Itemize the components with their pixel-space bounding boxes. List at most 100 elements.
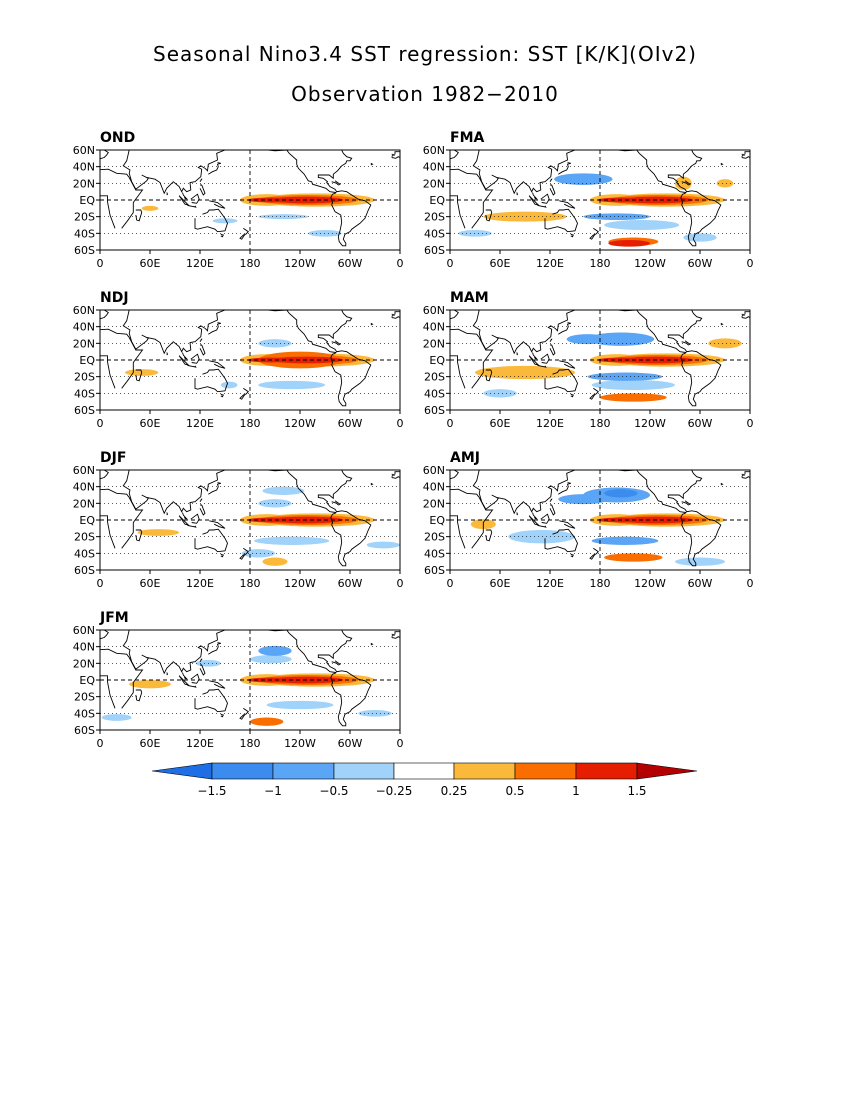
coastline — [100, 630, 109, 640]
y-tick-label: 40S — [74, 707, 95, 720]
colorbar-label: 0.25 — [441, 784, 468, 798]
colorbar-label: −0.5 — [319, 784, 348, 798]
y-tick-label: 40N — [73, 481, 95, 494]
anomaly-patch — [604, 489, 638, 498]
anomaly-patch — [554, 173, 613, 186]
coastline — [681, 180, 691, 186]
colorbar-label: 1 — [572, 784, 580, 798]
coastline — [122, 470, 226, 515]
coastline — [135, 209, 143, 222]
x-tick-label: 0 — [397, 257, 404, 270]
anomaly-field — [470, 487, 726, 566]
y-tick-label: 60N — [423, 304, 445, 317]
coastline — [537, 204, 547, 208]
coastline — [187, 524, 197, 528]
panel-title: MAM — [450, 290, 489, 306]
coastline — [559, 520, 576, 529]
anomaly-patch — [250, 655, 292, 664]
y-tick-label: 20N — [423, 337, 445, 350]
coastline — [209, 360, 226, 369]
colorbar-label: −0.25 — [376, 784, 413, 798]
coastline — [194, 688, 228, 713]
x-tick-label: 180 — [240, 737, 261, 750]
anomaly-patch — [587, 332, 655, 346]
x-tick-label: 120E — [536, 257, 564, 270]
coastline — [516, 192, 519, 196]
coastline — [472, 150, 576, 195]
x-tick-label: 180 — [240, 417, 261, 430]
coastline — [199, 178, 203, 182]
coastline — [122, 310, 226, 355]
x-tick-label: 60W — [338, 737, 363, 750]
x-tick-label: 0 — [397, 417, 404, 430]
coastline — [549, 344, 556, 356]
anomaly-patch — [716, 179, 734, 188]
x-tick-label: 0 — [447, 417, 454, 430]
anomaly-patch — [587, 372, 663, 381]
coastline — [100, 470, 109, 480]
coastline — [100, 168, 144, 229]
x-tick-label: 0 — [97, 417, 104, 430]
y-tick-label: 40N — [423, 321, 445, 334]
x-tick-label: 120W — [634, 417, 666, 430]
coastline — [391, 311, 400, 319]
x-tick-label: 60W — [688, 257, 713, 270]
colorbar: −1.5 −1 −0.5 −0.25 0.25 0.5 1 1.5 — [151, 762, 698, 798]
coastline — [122, 630, 226, 675]
coastline — [532, 352, 538, 360]
x-tick-label: 180 — [590, 577, 611, 590]
coastline — [178, 675, 190, 686]
y-tick-label: 40N — [73, 321, 95, 334]
coastline — [549, 178, 553, 182]
coastline — [540, 353, 550, 364]
figure-title: Seasonal Nino3.4 SST regression: SST [K/… — [153, 42, 697, 66]
coastline — [589, 227, 600, 240]
y-tick-label: 20S — [74, 211, 95, 224]
coastline — [549, 498, 553, 502]
anomaly-patch — [258, 380, 325, 390]
coastline — [450, 168, 494, 229]
y-tick-label: 40N — [423, 161, 445, 174]
coastline — [558, 322, 571, 335]
panel-title: AMJ — [450, 450, 480, 466]
coastline — [178, 515, 190, 526]
panel-title: DJF — [100, 450, 126, 466]
coastline — [199, 664, 206, 676]
coastline — [135, 689, 143, 702]
coastline — [450, 488, 494, 549]
y-tick-label: 20N — [423, 177, 445, 190]
x-tick-label: 180 — [590, 257, 611, 270]
coastline — [450, 310, 459, 320]
panel-title: NDJ — [100, 290, 129, 306]
coastline — [199, 338, 203, 342]
coastline — [450, 470, 459, 480]
coastline — [209, 680, 226, 689]
coastline — [220, 713, 224, 718]
x-tick-label: 0 — [447, 257, 454, 270]
coastline — [391, 471, 400, 479]
anomaly-patch — [254, 536, 330, 545]
coastline — [166, 672, 169, 676]
coastline — [485, 529, 493, 542]
y-tick-label: 60S — [424, 244, 445, 257]
anomaly-patch — [258, 339, 292, 348]
y-tick-label: 20S — [74, 531, 95, 544]
coastline — [100, 648, 144, 709]
x-tick-label: 120W — [284, 257, 316, 270]
x-tick-label: 120W — [284, 577, 316, 590]
y-tick-label: 40S — [424, 227, 445, 240]
coastline — [558, 162, 571, 175]
y-tick-label: 20S — [424, 371, 445, 384]
coastline — [187, 364, 197, 368]
y-tick-label: 40S — [74, 387, 95, 400]
x-tick-label: 60E — [140, 737, 161, 750]
coastline — [199, 504, 206, 516]
y-tick-label: 60S — [74, 564, 95, 577]
coastline — [544, 208, 578, 233]
coastline — [199, 658, 203, 662]
coastline — [220, 233, 224, 238]
coastline — [194, 528, 228, 553]
